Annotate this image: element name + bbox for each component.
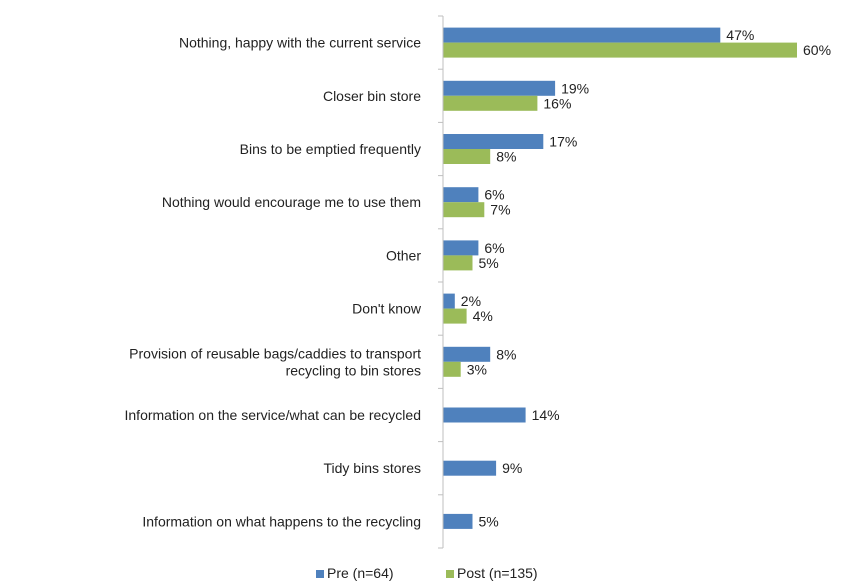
bar-pre bbox=[443, 134, 544, 149]
category-label: Nothing would encourage me to use them bbox=[162, 194, 421, 210]
bar-pre bbox=[443, 346, 491, 362]
data-label: 8% bbox=[496, 346, 516, 362]
bar-pre bbox=[443, 407, 526, 423]
category-label: Don't know bbox=[352, 301, 422, 317]
bar-post bbox=[443, 42, 797, 58]
data-label: 8% bbox=[496, 149, 516, 165]
category-label: Nothing, happy with the current service bbox=[179, 35, 421, 51]
data-label: 4% bbox=[473, 308, 493, 324]
data-label: 17% bbox=[549, 134, 577, 150]
category-labels: Nothing, happy with the current service C… bbox=[125, 35, 422, 530]
data-label: 7% bbox=[490, 202, 510, 218]
data-label: 3% bbox=[467, 361, 487, 377]
data-label: 19% bbox=[561, 80, 589, 96]
category-label: Provision of reusable bags/caddies to tr… bbox=[129, 345, 421, 378]
category-label: Other bbox=[386, 247, 421, 263]
data-label: 9% bbox=[502, 460, 522, 476]
category-axis-ticks bbox=[438, 15, 443, 549]
bar-pre bbox=[443, 80, 556, 96]
bar-pre bbox=[443, 27, 721, 43]
bar-post bbox=[443, 149, 491, 164]
data-label: 5% bbox=[479, 255, 499, 271]
data-label: 16% bbox=[543, 95, 571, 111]
legend: Pre (n=64) Post (n=135) bbox=[316, 565, 538, 581]
legend-label-pre: Pre (n=64) bbox=[327, 565, 394, 581]
bar-pre bbox=[443, 293, 455, 309]
bar-pre bbox=[443, 513, 473, 529]
bar-post bbox=[443, 202, 485, 218]
category-label: Information on the service/what can be r… bbox=[125, 407, 422, 423]
bar-post bbox=[443, 308, 467, 324]
legend-swatch-post bbox=[446, 570, 454, 578]
category-label: Tidy bins stores bbox=[323, 460, 421, 476]
bar-pre bbox=[443, 240, 479, 256]
data-label: 6% bbox=[484, 240, 504, 256]
legend-label-post: Post (n=135) bbox=[457, 565, 538, 581]
data-label: 5% bbox=[479, 513, 499, 529]
bar-pre bbox=[443, 460, 497, 476]
data-label: 14% bbox=[532, 407, 560, 423]
bars bbox=[443, 27, 797, 529]
value-labels: 47%60%19%16%17%8%6%7%6%5%2%4%8%3%14%9%5% bbox=[461, 27, 831, 529]
bar-post bbox=[443, 361, 461, 377]
bar-post bbox=[443, 255, 473, 271]
data-label: 2% bbox=[461, 293, 481, 309]
category-label: Closer bin store bbox=[323, 88, 421, 104]
category-label: Bins to be emptied frequently bbox=[240, 141, 421, 157]
bar-post bbox=[443, 95, 538, 111]
data-label: 6% bbox=[484, 187, 504, 203]
category-label: Information on what happens to the recyc… bbox=[142, 513, 421, 529]
data-label: 47% bbox=[726, 27, 754, 43]
bar-pre bbox=[443, 187, 479, 203]
data-label: 60% bbox=[803, 42, 831, 58]
legend-swatch-pre bbox=[316, 570, 324, 578]
